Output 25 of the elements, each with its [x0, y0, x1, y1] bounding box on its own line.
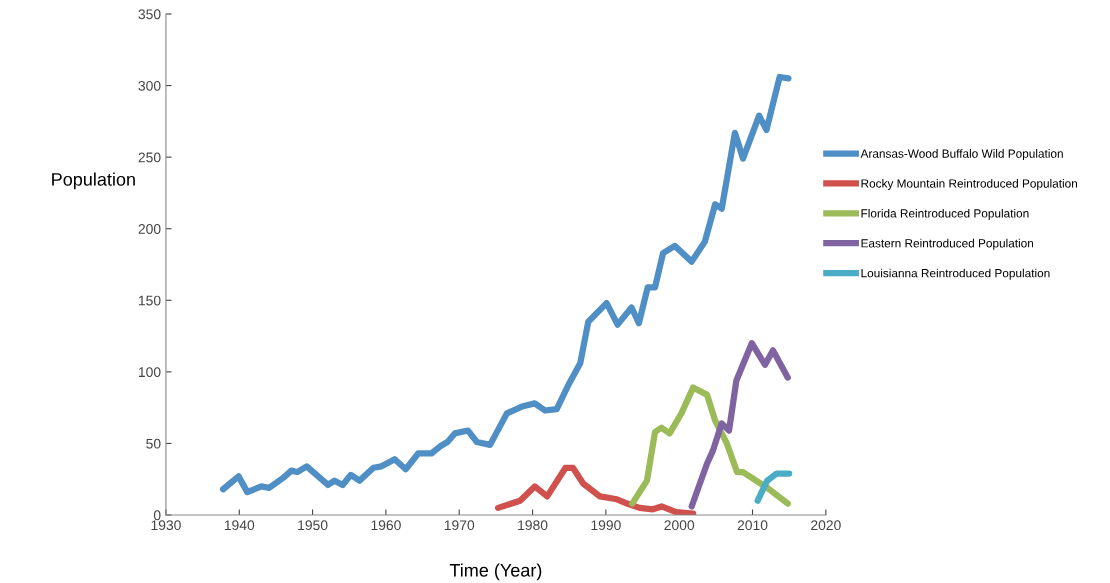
x-tick-label: 1960	[371, 520, 401, 531]
y-tick-label: 250	[138, 152, 161, 163]
x-tick-label: 1990	[591, 520, 621, 531]
y-tick-label: 0	[153, 510, 161, 521]
legend-label: Eastern Reintroduced Population	[861, 238, 1034, 250]
x-axis-title: Time (Year)	[449, 563, 542, 581]
x-tick-label: 1940	[224, 520, 255, 531]
y-tick-label: 150	[138, 295, 161, 306]
y-tick-label: 300	[138, 80, 161, 91]
legend-label: Aransas-Wood Buffalo Wild Population	[860, 149, 1063, 161]
y-tick-label: 200	[138, 224, 161, 234]
legend-label: Rocky Mountain Reintroduced Population	[861, 179, 1078, 191]
x-tick-label: 1950	[298, 520, 328, 531]
y-axis-title: Population	[52, 172, 135, 190]
x-tick-label: 1980	[518, 520, 548, 531]
legend-label: Louisianna Reintroduced Population	[861, 268, 1050, 280]
x-tick-label: 2010	[737, 520, 768, 531]
legend-label: Florida Reintroduced Population	[861, 208, 1029, 220]
y-tick-label: 350	[138, 9, 161, 20]
x-tick-label: 1970	[444, 520, 475, 531]
x-tick-label: 2020	[811, 520, 841, 531]
x-tick-label: 2000	[664, 520, 695, 531]
y-tick-label: 50	[146, 438, 161, 449]
y-tick-label: 100	[138, 367, 161, 378]
x-tick-label: 1930	[151, 520, 181, 531]
